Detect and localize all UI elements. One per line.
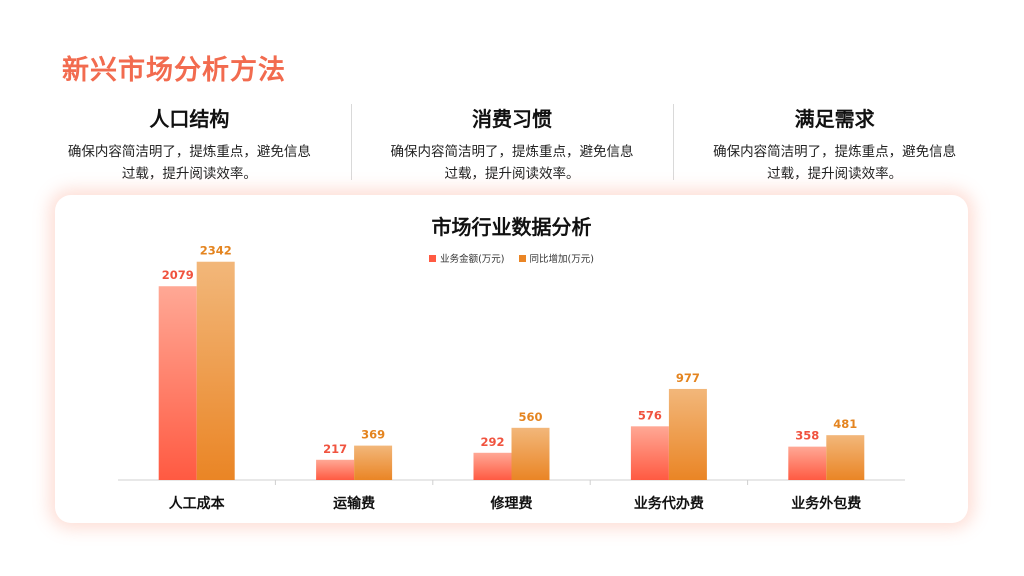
bar-series-2 [668,388,707,480]
category-label: 运输费 [333,495,375,512]
column-consumption: 消费习惯 确保内容简洁明了，提炼重点，避免信息过载，提升阅读效率。 [350,100,674,182]
category-label: 人工成本 [169,495,226,512]
chart-title: 市场行业数据分析 [431,215,592,239]
data-label: 2342 [200,244,232,258]
column-population: 人口结构 确保内容简洁明了，提炼重点，避免信息过载，提升阅读效率。 [28,100,351,182]
bar-series-2 [826,435,865,480]
data-label: 369 [361,428,385,442]
legend-item-series-2: 同比增加(万元) [518,251,594,265]
legend-swatch [429,254,437,262]
column-title: 人口结构 [149,107,230,131]
legend-label: 业务金额(万元) [440,254,505,265]
data-label: 358 [795,429,819,443]
legend-label: 同比增加(万元) [529,254,594,265]
column-description: 确保内容简洁明了，提炼重点，避免信息过载，提升阅读效率。 [713,144,957,182]
legend-swatch [518,254,526,262]
column-title: 消费习惯 [472,107,552,131]
data-label: 977 [676,371,700,385]
bar-series-2 [196,261,235,480]
page-title: 新兴市场分析方法 [62,55,286,86]
bar-series-1 [788,446,827,480]
data-label: 217 [323,442,347,456]
data-label: 576 [638,408,662,422]
legend-item-series-1: 业务金额(万元) [429,251,505,265]
category-label: 修理费 [490,495,533,512]
column-description: 确保内容简洁明了，提炼重点，避免信息过载，提升阅读效率。 [67,144,311,182]
data-label: 481 [833,417,857,431]
bar-chart: 2079 2342 人工成本 217 369 运输费 292 560 修理费 576 977 业务代办… [118,244,905,512]
column-title: 满足需求 [794,107,875,131]
data-label: 292 [480,435,504,449]
bar-series-1 [473,452,512,480]
chart-legend: 业务金额(万元) 同比增加(万元) [55,251,968,265]
category-label: 业务代办费 [634,495,704,512]
data-label: 2079 [162,268,194,282]
bar-series-1 [316,459,355,480]
bar-series-1 [630,426,669,480]
bar-series-1 [158,286,197,480]
column-demand: 满足需求 确保内容简洁明了，提炼重点，避免信息过载，提升阅读效率。 [673,100,996,182]
category-label: 业务外包费 [791,495,861,512]
bar-series-2 [511,427,550,480]
chart-card: 市场行业数据分析 业务金额(万元) 同比增加(万元) 2079 2342 人工成本 2… [55,195,968,523]
bar-series-2 [354,445,393,480]
data-label: 560 [518,410,542,424]
column-description: 确保内容简洁明了，提炼重点，避免信息过载，提升阅读效率。 [390,144,634,182]
intro-columns: 人口结构 确保内容简洁明了，提炼重点，避免信息过载，提升阅读效率。 消费习惯 确… [28,100,996,182]
